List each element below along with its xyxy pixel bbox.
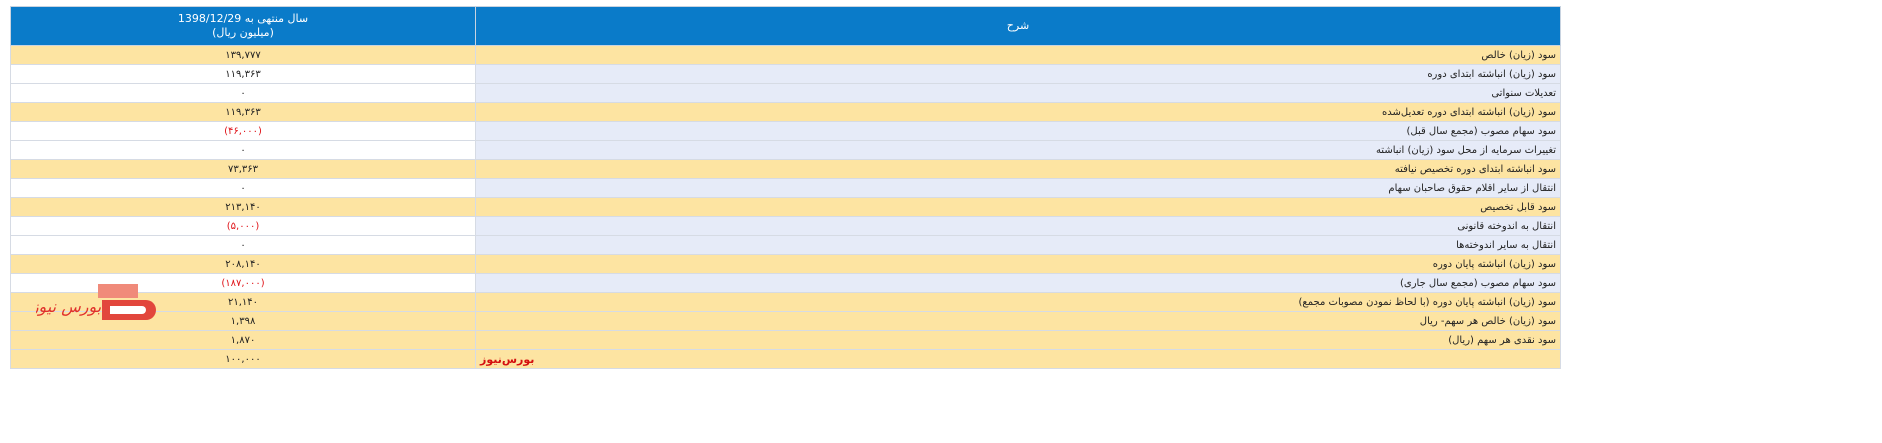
table-body: سود (زیان) خالص ۱۳۹,۷۷۷ سود (زیان) انباشته…	[10, 45, 1561, 369]
value-cell: ۱۰۰,۰۰۰	[10, 349, 476, 369]
logo-shape	[110, 306, 146, 314]
description-cell: سود (زیان) انباشته پایان دوره	[475, 254, 1561, 274]
value-cell: ۱۱۹,۳۶۳	[10, 102, 476, 122]
table-row: سود (زیان) انباشته ابتدای دوره تعدیل‌شده…	[10, 102, 1561, 122]
description-cell: تعدیلات سنواتی	[475, 83, 1561, 103]
description-cell: تغییرات سرمایه از محل سود (زیان) انباشته	[475, 140, 1561, 160]
value-cell: (۴۶,۰۰۰)	[10, 121, 476, 141]
table-row: انتقال به سایر اندوخته‌ها ۰	[10, 235, 1561, 255]
value-cell: ۷۳,۳۶۳	[10, 159, 476, 179]
header-description: شرح	[475, 6, 1561, 46]
description-cell: سود (زیان) انباشته پایان دوره (با لحاظ ن…	[475, 292, 1561, 312]
table-row: تعدیلات سنواتی ۰	[10, 83, 1561, 103]
header-unit: (میلیون ریال)	[212, 26, 274, 39]
value-cell: ۲۱۳,۱۴۰	[10, 197, 476, 217]
header-value: سال منتهی به 1398/12/29 (میلیون ریال)	[10, 6, 476, 46]
table-row: سود (زیان) خالص ۱۳۹,۷۷۷	[10, 45, 1561, 65]
table-row: انتقال از سایر اقلام حقوق صاحبان سهام ۰	[10, 178, 1561, 198]
description-cell: سود نقدی هر سهم (ریال)	[475, 330, 1561, 350]
watermark: بورس‌نیوز	[480, 352, 535, 366]
table-row: سود قابل تخصیص ۲۱۳,۱۴۰	[10, 197, 1561, 217]
table-row: سود سهام مصوب (مجمع سال جاری) (۱۸۷,۰۰۰)	[10, 273, 1561, 293]
value-cell: ۰	[10, 235, 476, 255]
table-row: سود انباشته ابتدای دوره تخصیص نیافته ۷۳,۳…	[10, 159, 1561, 179]
table-row: بورس‌نیوز ۱۰۰,۰۰۰	[10, 349, 1561, 369]
logo-text: بورس نیوز	[36, 297, 102, 316]
table-row: تغییرات سرمایه از محل سود (زیان) انباشته…	[10, 140, 1561, 160]
value-cell: ۱۳۹,۷۷۷	[10, 45, 476, 65]
table-row: انتقال به اندوخته قانونی (۵,۰۰۰)	[10, 216, 1561, 236]
description-cell: سود سهام مصوب (مجمع سال قبل)	[475, 121, 1561, 141]
description-cell: سود انباشته ابتدای دوره تخصیص نیافته	[475, 159, 1561, 179]
header-row: شرح سال منتهی به 1398/12/29 (میلیون ریال)	[10, 6, 1561, 46]
table-row: سود سهام مصوب (مجمع سال قبل) (۴۶,۰۰۰)	[10, 121, 1561, 141]
header-period: سال منتهی به 1398/12/29	[177, 12, 309, 25]
value-cell: ۱۱۹,۳۶۳	[10, 64, 476, 84]
logo-shape	[98, 284, 138, 298]
description-cell: سود سهام مصوب (مجمع سال جاری)	[475, 273, 1561, 293]
value-cell: ۰	[10, 140, 476, 160]
description-cell: سود (زیان) خالص	[475, 45, 1561, 65]
value-cell: ۲۰۸,۱۴۰	[10, 254, 476, 274]
value-cell: ۰	[10, 83, 476, 103]
description-cell: انتقال به سایر اندوخته‌ها	[475, 235, 1561, 255]
description-cell: انتقال از سایر اقلام حقوق صاحبان سهام	[475, 178, 1561, 198]
value-cell: (۵,۰۰۰)	[10, 216, 476, 236]
description-cell: سود (زیان) انباشته ابتدای دوره تعدیل‌شده	[475, 102, 1561, 122]
table-row: سود (زیان) انباشته پایان دوره ۲۰۸,۱۴۰	[10, 254, 1561, 274]
description-cell: بورس‌نیوز	[475, 349, 1561, 369]
table-row: سود نقدی هر سهم (ریال) ۱,۸۷۰	[10, 330, 1561, 350]
table-row: سود (زیان) خالص هر سهم- ریال ۱,۳۹۸	[10, 311, 1561, 331]
value-cell: ۰	[10, 178, 476, 198]
description-cell: انتقال به اندوخته قانونی	[475, 216, 1561, 236]
table-row: سود (زیان) انباشته ابتدای دوره ۱۱۹,۳۶۳	[10, 64, 1561, 84]
description-cell: سود (زیان) خالص هر سهم- ریال	[475, 311, 1561, 331]
data-table: شرح سال منتهی به 1398/12/29 (میلیون ریال)…	[10, 6, 1561, 369]
description-cell: سود (زیان) انباشته ابتدای دوره	[475, 64, 1561, 84]
logo: بورس نیوز	[36, 284, 156, 320]
table-row: سود (زیان) انباشته پایان دوره (با لحاظ ن…	[10, 292, 1561, 312]
description-cell: سود قابل تخصیص	[475, 197, 1561, 217]
